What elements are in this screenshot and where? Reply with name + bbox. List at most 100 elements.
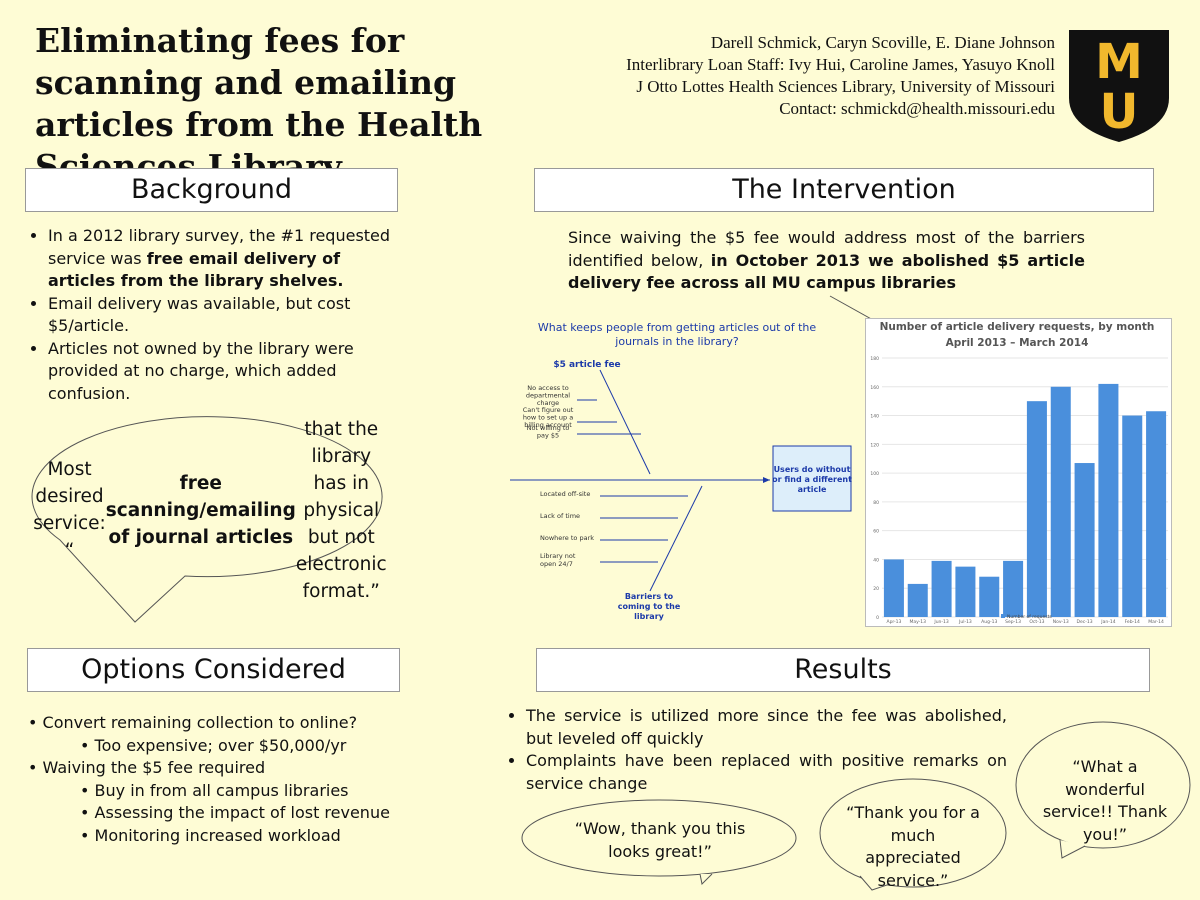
bullet-mark: •	[28, 758, 43, 777]
quote: “What a wonderful service!! Thank you!”	[1042, 757, 1168, 844]
author-line: Contact: schmickd@health.missouri.edu	[779, 99, 1055, 118]
x-tick-label: Dec-13	[1077, 619, 1093, 625]
diagram-label: pay $5	[537, 432, 559, 440]
bar	[1146, 411, 1167, 617]
text-run: in October 2013 we abolished $5 article …	[568, 250, 1085, 293]
diagram-label: library	[634, 612, 665, 621]
section-heading: Results	[536, 648, 1150, 692]
fishbone-head	[772, 445, 852, 512]
bullet: The service is utilized more since the f…	[526, 705, 1007, 750]
option-item: • Too expensive; over $50,000/yr	[28, 735, 428, 758]
x-tick-label: Sep-13	[1005, 619, 1021, 625]
diagram-label: Can't figure out	[523, 406, 574, 414]
diagram-label: journals in the library?	[614, 335, 739, 348]
diagram-label: charge	[537, 399, 559, 407]
bar	[1050, 386, 1071, 617]
bullet: Email delivery was available, but cost $…	[48, 293, 398, 338]
diagram-label: coming to the	[618, 602, 681, 611]
bullet-mark: •	[80, 803, 95, 822]
bullet: Articles not owned by the library were p…	[48, 338, 398, 406]
option-text: Convert remaining collection to online?	[42, 713, 358, 732]
bar	[883, 559, 904, 617]
diagram-label: Users do without	[774, 465, 851, 474]
logo-letter: U	[1100, 84, 1139, 140]
bullet-mark: •	[80, 735, 95, 755]
y-tick-label: 140	[870, 414, 879, 420]
diagram-label: Located off-site	[540, 490, 590, 498]
diagram-label: departmental	[526, 392, 570, 400]
x-tick-label: Jan-14	[1100, 619, 1115, 625]
author-line: J Otto Lottes Health Sciences Library, U…	[636, 77, 1055, 96]
x-tick-label: Jun-13	[933, 619, 949, 625]
bar	[931, 560, 952, 617]
text-run: Most desired service: “	[33, 459, 106, 561]
y-tick-label: 160	[870, 385, 879, 391]
option-text: Monitoring increased workload	[94, 825, 341, 845]
y-tick-label: 80	[873, 500, 879, 506]
x-tick-label: May-13	[909, 619, 926, 625]
bar	[979, 576, 1000, 617]
option-text: Too expensive; over $50,000/yr	[94, 735, 347, 755]
y-tick-label: 180	[870, 356, 879, 362]
diagram-label: Nowhere to park	[540, 534, 594, 542]
section-heading: Options Considered	[27, 648, 400, 692]
diagram-label: $5 article fee	[553, 360, 620, 370]
text-run: In a 2012 library survey, the #1 request…	[48, 226, 391, 268]
author-line: Interlibrary Loan Staff: Ivy Hui, Caroli…	[626, 55, 1055, 74]
diagram-label: Lack of time	[540, 512, 580, 520]
diagram-label: how to set up a	[523, 414, 573, 422]
results-list: The service is utilized more since the f…	[504, 705, 1007, 795]
text-run: Articles not owned by the library were p…	[48, 338, 354, 403]
option-item: • Monitoring increased workload	[28, 825, 428, 848]
option-text: Buy in from all campus libraries	[94, 780, 349, 800]
logo-letter: M	[1095, 34, 1143, 90]
author-line: Darell Schmick, Caryn Scoville, E. Diane…	[710, 33, 1055, 52]
diagram-label: or find a different	[772, 475, 852, 484]
text-run: that the library has in physical but not…	[295, 418, 387, 602]
bar	[1122, 415, 1143, 617]
text-run: Email delivery was available, but cost $…	[48, 293, 351, 336]
diagram-label: Library not	[540, 552, 576, 560]
fishbone-diagram: What keeps people from getting articles …	[510, 321, 852, 621]
intervention-text: Since waiving the $5 fee would address m…	[568, 227, 1085, 295]
option-item: • Waiving the $5 fee required	[28, 757, 428, 780]
y-tick-label: 60	[873, 529, 879, 535]
bullet: Complaints have been replaced with posit…	[526, 750, 1007, 795]
diagram-label: billing account	[524, 421, 572, 429]
x-tick-label: Nov-13	[1053, 619, 1069, 625]
authors: Darell Schmick, Caryn Scoville, E. Diane…	[626, 32, 1055, 120]
speech-bubble: Most desired service: “free scanning/ema…	[33, 419, 386, 602]
section-heading: The Intervention	[534, 168, 1154, 212]
diagram-label: What keeps people from getting articles …	[538, 321, 817, 334]
bar	[1074, 463, 1095, 617]
text-run: free email delivery of articles from the…	[48, 248, 344, 291]
x-tick-label: Feb-14	[1125, 619, 1140, 625]
y-tick-label: 120	[870, 442, 879, 448]
legend-label: Number of requests	[1007, 614, 1052, 620]
y-tick-label: 40	[873, 557, 879, 563]
bar	[1026, 401, 1047, 617]
bar	[1098, 383, 1119, 617]
y-tick-label: 20	[873, 586, 879, 592]
x-tick-label: Aug-13	[981, 619, 997, 625]
options-list: • Convert remaining collection to online…	[28, 712, 428, 847]
option-item: • Convert remaining collection to online…	[28, 712, 428, 735]
text-run: free scanning/emailing of journal articl…	[105, 472, 296, 548]
bar	[1003, 560, 1024, 617]
text-run: Since waiving the $5 fee would address m…	[568, 228, 1085, 270]
bullet: In a 2012 library survey, the #1 request…	[48, 225, 398, 293]
option-text: Waiving the $5 fee required	[42, 758, 266, 777]
chart: Number of article delivery requests, by …	[870, 321, 1168, 625]
bar	[955, 566, 976, 617]
x-tick-label: Jul-13	[958, 619, 972, 625]
bar	[907, 583, 928, 617]
chart-subtitle: April 2013 – March 2014	[946, 337, 1089, 349]
chart-title: Number of article delivery requests, by …	[880, 321, 1155, 333]
y-tick-label: 0	[876, 615, 879, 621]
section-heading: Background	[25, 168, 398, 212]
quote: “Wow, thank you this looks great!”	[574, 819, 746, 861]
option-text: Assessing the impact of lost revenue	[94, 803, 390, 822]
diagram-label: article	[798, 485, 827, 494]
x-tick-label: Oct-13	[1029, 619, 1044, 625]
legend-swatch	[1001, 614, 1005, 618]
